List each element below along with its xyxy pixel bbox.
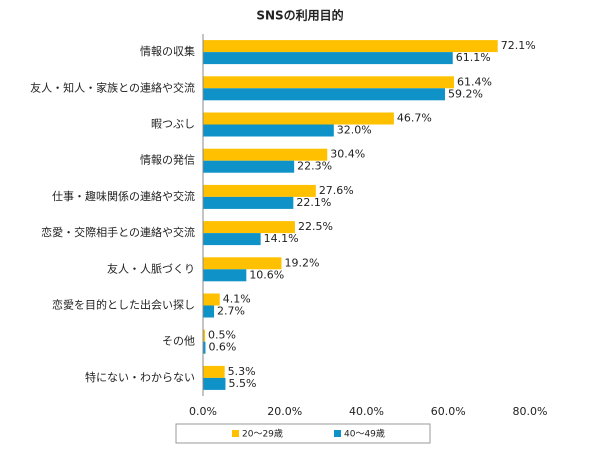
value-label: 19.2%	[284, 256, 319, 269]
y-tick-label: 情報の収集	[140, 44, 195, 58]
bar	[203, 269, 247, 282]
value-label: 59.2%	[448, 87, 483, 100]
bar	[203, 365, 225, 378]
value-label: 4.1%	[223, 293, 251, 306]
value-label: 22.1%	[296, 196, 331, 209]
y-tick-label: その他	[162, 335, 195, 348]
bar	[203, 76, 454, 89]
legend-label: 20～29歳	[242, 428, 283, 440]
bar	[203, 124, 334, 137]
x-tick-label: 40.0%	[349, 405, 384, 418]
legend-box	[175, 423, 431, 444]
value-label: 27.6%	[319, 184, 354, 197]
bar	[203, 221, 295, 234]
value-label: 2.7%	[217, 305, 245, 318]
bar	[203, 112, 394, 125]
y-tick-label: 恋愛・交際相手との連絡や交流	[41, 225, 195, 239]
value-label: 5.5%	[228, 377, 256, 390]
y-tick-label: 暇つぶし	[151, 118, 195, 131]
y-tick-label: 恋愛を目的とした出会い探し	[52, 298, 195, 312]
y-tick-label: 友人・知人・家族との連絡や交流	[30, 80, 195, 94]
value-label: 0.5%	[208, 329, 236, 342]
chart-title: SNSの利用目的	[256, 8, 343, 23]
bar	[203, 148, 328, 161]
bar	[203, 341, 206, 354]
bar	[203, 305, 215, 318]
legend-swatch	[232, 430, 239, 437]
bar	[203, 233, 261, 246]
value-label: 0.6%	[208, 341, 236, 354]
value-label: 61.1%	[456, 51, 491, 64]
y-tick-label: 仕事・趣味関係の連絡や交流	[52, 189, 195, 203]
bar	[203, 293, 220, 306]
bar	[203, 160, 295, 173]
bar	[203, 377, 226, 390]
x-tick-label: 60.0%	[431, 405, 466, 418]
x-tick-label: 80.0%	[513, 405, 548, 418]
value-label: 14.1%	[264, 232, 299, 245]
bar	[203, 329, 206, 342]
bar	[203, 52, 453, 65]
value-label: 61.4%	[457, 75, 492, 88]
bar	[203, 196, 294, 209]
x-tick-label: 0.0%	[189, 405, 217, 418]
y-tick-label: 友人・人脈づくり	[107, 261, 195, 275]
value-label: 5.3%	[228, 365, 256, 378]
y-tick-label: 特にない・わからない	[85, 370, 195, 384]
x-tick-label: 20.0%	[267, 405, 302, 418]
legend-label: 40～49歳	[344, 428, 385, 440]
bar	[203, 88, 445, 101]
legend-swatch	[334, 430, 341, 437]
bar	[203, 184, 316, 197]
value-label: 22.3%	[297, 160, 332, 173]
value-label: 46.7%	[397, 112, 432, 125]
value-label: 22.5%	[298, 220, 333, 233]
y-tick-label: 情報の発信	[140, 153, 195, 167]
value-label: 72.1%	[501, 39, 536, 52]
value-label: 10.6%	[249, 268, 284, 281]
bar	[203, 257, 282, 270]
value-label: 30.4%	[330, 148, 365, 161]
bar	[203, 40, 498, 53]
value-label: 32.0%	[337, 124, 372, 137]
